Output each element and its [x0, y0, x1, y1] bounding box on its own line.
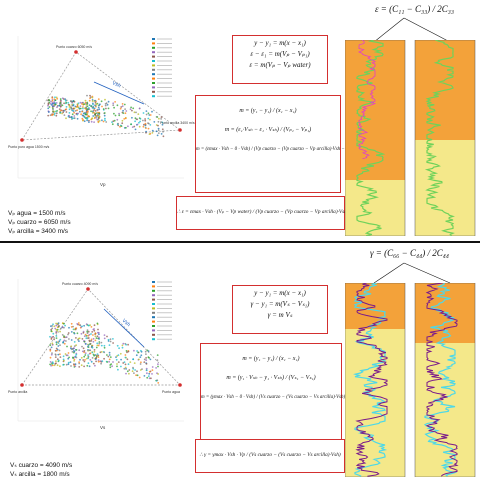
- top-legend: [152, 38, 172, 98]
- top-eq2-line2: m = (ε₁·Vₛₕ − ε₁ · Vₛₕ) / (Vₚ₁ − Vₚ₁): [224, 127, 312, 133]
- top-eq-block-1: y − y₁ = m(x − x₁) ε − ε₁ = m(Vₚ − Vₚ₁) …: [232, 35, 328, 84]
- top-thomsen-formula: ε = (C₁₁ − C₃₃) / 2C₃₃: [375, 4, 454, 14]
- top-triangle: [21, 51, 181, 141]
- bottom-eq2-line2: m = (y₁ · Vₛₕ − y₁ · Vₛₕ) / (Vₛ₁ − Vₛ₁): [226, 375, 316, 381]
- bottom-well-logs: [345, 283, 476, 477]
- top-eq-block-2: m = (y₁ − y₁) / (x₁ − x₁) m = (ε₁·Vₛₕ − …: [195, 95, 366, 193]
- top-eq1-line1: y − y₁ = m(x − x₁): [254, 39, 306, 47]
- top-eq2-line3: m = (εmax · Vsh − 0 · Vsh) / (Vp cuarzo …: [196, 147, 366, 152]
- bottom-eq3-line: ∴ γ = γmax · Vsh · Vp / (Vs cuarzo − (Vs…: [199, 452, 341, 458]
- bottom-scatter-points: [49, 322, 160, 384]
- bottom-label-quartz: Punto cuarzo 4090 m/s: [62, 282, 98, 286]
- top-label-water: Punto puro agua 1500 m/s: [8, 145, 50, 149]
- bottom-eq-block-3: ∴ γ = γmax · Vsh · Vp / (Vs cuarzo − (Vs…: [195, 439, 345, 473]
- top-scatter-points: [47, 94, 165, 138]
- top-eq-block-3: ∴ ε = εmax · Vsh · (Vₚ − Vp water) / (Vp…: [176, 196, 375, 230]
- bottom-eq1-line2: γ − y₁ = m(Vₛ − Vₛ₁): [250, 300, 310, 308]
- bottom-legend: [152, 281, 172, 341]
- top-eq3-line: ∴ ε = εmax · Vsh · (Vₚ − Vp water) / (Vp…: [177, 209, 375, 215]
- bottom-xlabel: Vs: [100, 425, 106, 430]
- top-vel-clay: Vₚ arcilla = 3400 m/s: [8, 228, 69, 235]
- bottom-eq-block-1: y − y₁ = m(x − x₁) γ − y₁ = m(Vₛ − Vₛ₁) …: [232, 285, 328, 334]
- bottom-eq1-line3: γ = m Vₛ: [267, 311, 293, 319]
- bottom-label-water: Punto arcilla: [8, 390, 27, 394]
- top-vsh-label: Vsh: [111, 80, 122, 89]
- bottom-label-clay: Punto agua: [162, 390, 180, 394]
- bottom-velocities: Vₛ cuarzo = 4090 m/s Vₛ arcilla = 1800 m…: [10, 461, 72, 479]
- top-eq2-line1: m = (y₁ − y₁) / (x₁ − x₁): [239, 108, 297, 114]
- bottom-thomsen-formula: γ = (C₆₆ − C₄₄) / 2C₄₄: [370, 248, 449, 258]
- bottom-eq-block-2: m = (y₁ − y₁) / (x₁ − x₁) m = (y₁ · Vₛₕ …: [200, 343, 346, 441]
- bottom-eq2-line1: m = (y₁ − y₁) / (x₁ − x₁): [242, 356, 300, 362]
- top-crossplot: Vsh Punto cuarzo 6050 m/s Punto puro agu…: [4, 28, 200, 188]
- top-panel: Vsh Punto cuarzo 6050 m/s Punto puro agu…: [4, 4, 476, 236]
- bottom-vsh-label: Vsh: [121, 318, 132, 328]
- top-vel-quartz: Vₚ cuarzo = 6050 m/s: [8, 219, 71, 226]
- top-label-clay: Punto arcilla 3400 m/s: [160, 121, 195, 125]
- bottom-crossplot: Vsh Punto cuarzo 4090 m/s Punto arcilla …: [4, 271, 200, 431]
- section-divider: [0, 241, 480, 243]
- top-well-logs: [345, 40, 476, 236]
- bottom-eq1-line1: y − y₁ = m(x − x₁): [254, 289, 306, 297]
- bottom-vel-clay: Vₛ arcilla = 1800 m/s: [10, 471, 70, 478]
- bottom-eq2-line3: m = (γmax · Vsh − 0 · Vsh) / (Vs cuarzo …: [201, 395, 346, 400]
- bottom-panel: Vsh Punto cuarzo 4090 m/s Punto arcilla …: [0, 243, 480, 480]
- top-vel-water: Vₚ agua = 1500 m/s: [8, 210, 66, 217]
- bottom-formula-leaders: [373, 262, 451, 284]
- top-eq1-line2: ε − ε₁ = m(Vₚ − Vₚ₁): [250, 50, 310, 58]
- top-eq1-line3: ε = m(Vₚ − Vₚ water): [249, 61, 311, 69]
- top-label-quartz: Punto cuarzo 6050 m/s: [56, 45, 92, 49]
- top-velocities: Vₚ agua = 1500 m/s Vₚ cuarzo = 6050 m/s …: [8, 209, 71, 236]
- top-formula-leaders: [373, 17, 451, 43]
- bottom-vel-quartz: Vₛ cuarzo = 4090 m/s: [10, 462, 73, 469]
- top-xlabel: Vp: [100, 182, 106, 187]
